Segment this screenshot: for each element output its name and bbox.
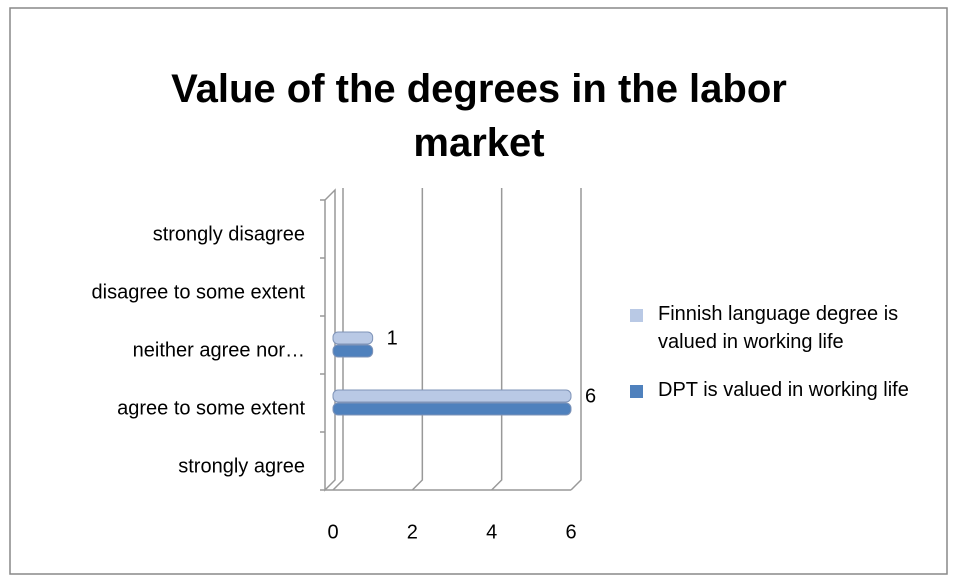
bar	[332, 402, 572, 416]
axis-wall	[324, 188, 336, 492]
chart-title: Value of the degrees in the labor market	[171, 67, 787, 165]
grid-line	[570, 188, 582, 491]
bar	[332, 344, 374, 358]
data-label: 1	[387, 327, 398, 349]
y-tick-label: neither agree nor…	[133, 339, 305, 361]
bar	[332, 389, 572, 403]
grid-line	[332, 188, 344, 491]
legend-swatch	[630, 309, 643, 322]
grid-line	[491, 188, 503, 491]
grid-line	[411, 188, 424, 491]
x-tick-label: 4	[486, 521, 497, 543]
y-tick-label: strongly disagree	[153, 223, 305, 245]
chart-border	[9, 7, 948, 575]
bar	[332, 331, 374, 345]
data-label: 6	[585, 385, 596, 407]
legend-swatch	[630, 385, 643, 398]
x-tick-label: 2	[407, 521, 418, 543]
legend-label: DPT is valued in working life	[658, 379, 909, 401]
legend-label: Finnish language degree is valued in wor…	[658, 303, 899, 353]
y-tick-label: strongly agree	[178, 455, 305, 477]
y-tick-label: agree to some extent	[117, 397, 305, 419]
x-tick-label: 6	[565, 521, 576, 543]
x-tick-label: 0	[327, 521, 338, 543]
y-tick-label: disagree to some extent	[92, 281, 306, 303]
